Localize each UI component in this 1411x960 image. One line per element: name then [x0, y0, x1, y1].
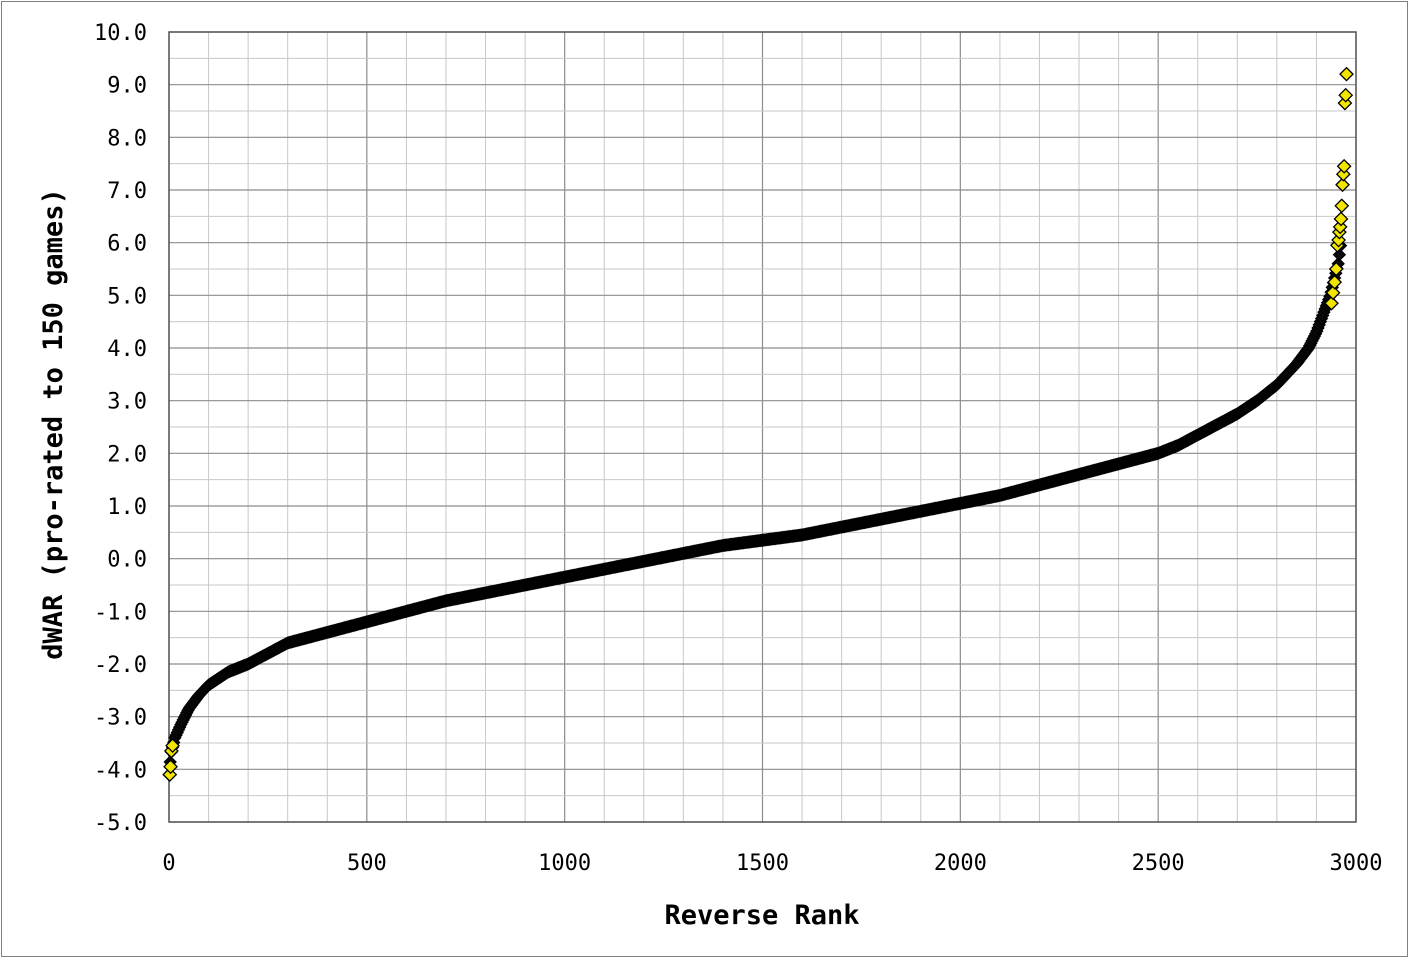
y-axis-title: dWAR (pro-rated to 150 games) [38, 188, 69, 659]
y-tick-label: -1.0 [94, 600, 147, 625]
x-tick-label: 500 [347, 851, 387, 876]
x-axis-title: Reverse Rank [664, 900, 859, 931]
y-tick-label: 9.0 [107, 74, 147, 99]
outlier-point [1333, 211, 1349, 227]
data-markers [162, 66, 1354, 783]
x-tick-label: 2000 [934, 851, 987, 876]
y-tick-label: 1.0 [107, 495, 147, 520]
y-tick-label: -3.0 [94, 706, 147, 731]
outlier-point [1335, 177, 1350, 193]
x-tick-label: 0 [162, 851, 175, 876]
outlier-point [1327, 274, 1343, 290]
y-tick-label: 7.0 [107, 179, 147, 204]
outlier-point [1324, 295, 1339, 311]
y-tick-label: -4.0 [94, 758, 147, 783]
outlier-point [1328, 261, 1344, 277]
outlier-point [1335, 166, 1351, 182]
y-tick-label: 2.0 [107, 442, 147, 467]
y-tick-label: 0.0 [107, 548, 147, 573]
gridlines [168, 31, 1357, 823]
plot-area-border [168, 31, 1357, 823]
y-tick-label: 6.0 [107, 232, 147, 257]
outlier-point [1339, 66, 1354, 82]
x-tick-label: 3000 [1330, 851, 1383, 876]
outlier-point [1338, 87, 1354, 103]
tick-labels: 0 500 1000 1500 2000 2500 3000 10.0 9.0 8.0 7.0 6.0… [94, 21, 1382, 876]
y-tick-label: 4.0 [107, 337, 147, 362]
outlier-point [163, 759, 179, 775]
data-point [1332, 247, 1347, 262]
outlier-point [1325, 285, 1341, 301]
y-tick-label: 8.0 [107, 126, 147, 151]
y-tick-label: -2.0 [94, 653, 147, 678]
y-tick-label: -5.0 [94, 811, 147, 836]
x-tick-label: 2500 [1132, 851, 1185, 876]
y-tick-label: 5.0 [107, 284, 147, 309]
x-tick-label: 1000 [538, 851, 591, 876]
y-tick-label: 10.0 [94, 21, 147, 46]
outlier-point [165, 738, 180, 754]
outlier-point [1334, 198, 1350, 214]
x-tick-label: 1500 [736, 851, 789, 876]
outlier-point [1336, 158, 1352, 174]
y-tick-label: 3.0 [107, 390, 147, 415]
